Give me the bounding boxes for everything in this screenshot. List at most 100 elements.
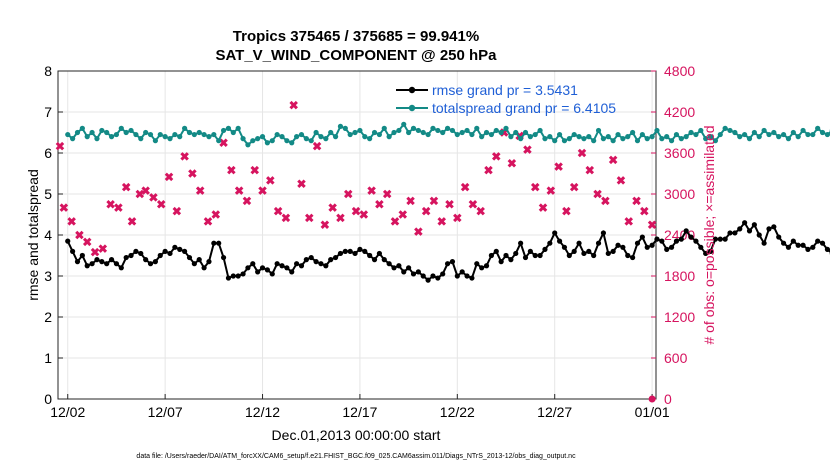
spread-point <box>790 129 796 136</box>
y-right-tick-label: 1200 <box>664 309 695 325</box>
spread-point <box>371 129 378 136</box>
spread-point <box>172 131 178 138</box>
y-left-tick-label: 0 <box>44 391 52 407</box>
obs-assimilated-marker <box>476 206 485 216</box>
obs-assimilated-marker <box>75 230 84 240</box>
rmse-point <box>732 230 738 236</box>
rmse-point <box>571 248 577 254</box>
rmse-point <box>654 236 660 242</box>
rmse-point <box>84 263 90 269</box>
spread-point <box>712 138 719 144</box>
obs-assimilated-marker <box>468 199 478 209</box>
spread-point <box>673 131 680 138</box>
obs-marker-center <box>315 144 319 148</box>
obs-marker-center <box>619 178 623 182</box>
spread-point <box>177 134 183 140</box>
rmse-point <box>703 250 709 257</box>
rmse-point <box>289 269 295 275</box>
rmse-point <box>376 250 383 257</box>
obs-marker-center <box>206 219 210 223</box>
rmse-point <box>761 240 767 246</box>
rmse-point <box>518 240 524 246</box>
spread-point <box>688 129 694 136</box>
rmse-point <box>196 257 202 263</box>
spread-point <box>600 136 607 142</box>
spread-point <box>182 125 188 131</box>
rmse-point <box>664 246 670 252</box>
spread-point <box>118 125 124 131</box>
rmse-point <box>673 238 680 244</box>
spread-point <box>576 134 582 140</box>
spread-point <box>289 140 295 146</box>
rmse-point <box>230 273 236 279</box>
spread-point <box>220 127 227 134</box>
spread-series <box>65 121 830 148</box>
obs-assimilated-marker <box>156 199 166 209</box>
obs-marker-center <box>611 158 615 162</box>
rmse-point <box>118 265 124 271</box>
rmse-point <box>211 240 217 246</box>
spread-point <box>459 129 465 136</box>
x-tick-label: 12/22 <box>440 404 475 420</box>
spread-point <box>337 123 344 129</box>
spread-point <box>245 142 251 148</box>
obs-assimilated-marker <box>266 176 275 185</box>
spread-point <box>581 136 587 142</box>
spread-point <box>527 134 533 140</box>
rmse-point <box>191 261 197 267</box>
spread-point <box>756 134 762 140</box>
x-tick-label: 12/27 <box>537 404 572 420</box>
obs-marker-center <box>151 195 155 199</box>
spread-point <box>742 131 748 138</box>
obs-assimilated-marker <box>328 203 337 212</box>
spread-point <box>386 134 392 140</box>
obs-assimilated-marker <box>336 213 345 223</box>
spread-point <box>620 136 626 142</box>
obs-marker-center <box>214 213 218 216</box>
obs-marker-center <box>101 247 105 251</box>
rmse-point <box>128 252 134 259</box>
obs-assimilated-marker <box>507 158 517 168</box>
spread-point <box>444 125 451 131</box>
rmse-point <box>225 275 232 281</box>
rmse-point <box>381 257 387 263</box>
spread-point <box>123 129 129 136</box>
spread-point <box>323 136 329 142</box>
rmse-point <box>337 250 344 257</box>
obs-assimilated-marker <box>437 217 446 226</box>
spread-point <box>508 134 514 140</box>
obs-marker-center <box>401 213 405 216</box>
spread-point <box>649 134 655 140</box>
y-left-tick-label: 1 <box>44 350 52 366</box>
obs-marker-center <box>237 189 241 193</box>
obs-assimilated-marker <box>273 206 283 216</box>
obs-marker-center <box>603 199 607 203</box>
spread-point <box>259 134 266 140</box>
rmse-point <box>113 261 120 267</box>
rmse-point <box>556 238 563 244</box>
rmse-point <box>537 252 543 259</box>
rmse-point <box>483 263 490 269</box>
obs-marker-center <box>385 192 389 196</box>
spread-point <box>751 129 757 136</box>
spread-point <box>376 131 383 138</box>
obs-marker-center <box>440 219 444 223</box>
rmse-point <box>547 240 553 246</box>
spread-point <box>479 134 485 140</box>
rmse-point <box>605 250 611 257</box>
obs-marker-center <box>261 189 265 193</box>
rmse-point <box>591 252 597 259</box>
x-tick-label: 01/01 <box>635 404 670 420</box>
obs-assimilated-marker <box>632 196 641 206</box>
rmse-point <box>430 273 436 279</box>
obs-series <box>55 100 657 403</box>
obs-assimilated-marker <box>90 247 100 257</box>
obs-assimilated-marker <box>398 210 408 219</box>
spread-point <box>678 136 684 142</box>
obs-assimilated-marker <box>312 141 322 151</box>
rmse-point <box>386 261 392 267</box>
rmse-point <box>824 246 830 252</box>
spread-point <box>308 138 314 144</box>
spread-point <box>298 131 305 138</box>
rmse-point <box>347 248 353 254</box>
